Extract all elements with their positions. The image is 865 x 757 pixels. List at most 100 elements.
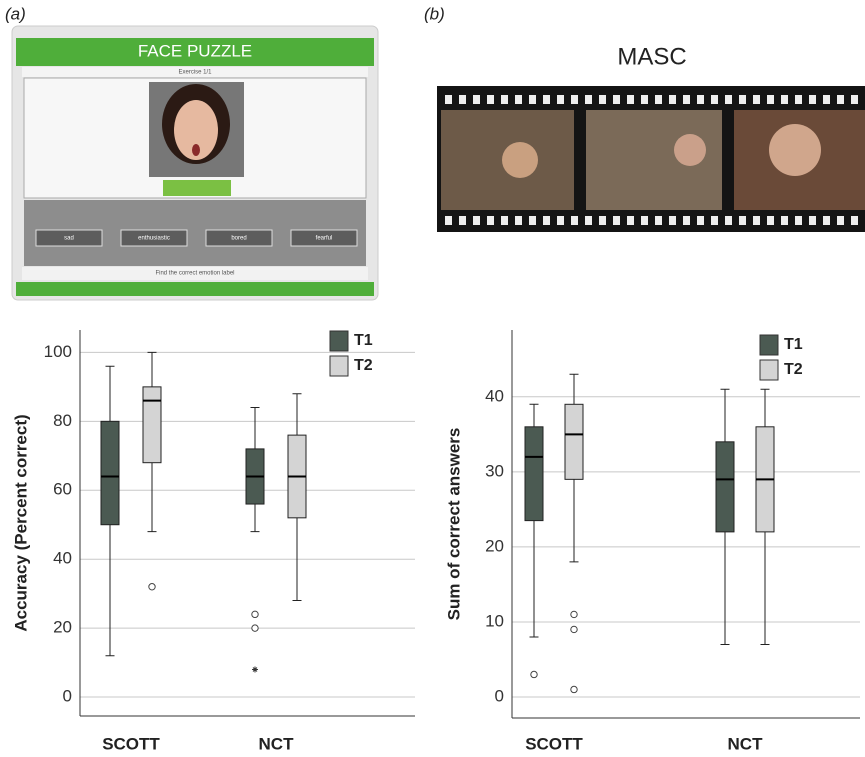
legend-swatch bbox=[760, 335, 778, 355]
y-tick-label: 30 bbox=[485, 461, 504, 480]
app-footer bbox=[16, 282, 374, 296]
y-tick-label: 10 bbox=[485, 611, 504, 630]
film-hole bbox=[795, 216, 802, 225]
option-label: bored bbox=[231, 236, 246, 242]
film-hole bbox=[725, 95, 732, 104]
outlier bbox=[531, 671, 537, 677]
y-axis-label: Sum of correct answers bbox=[444, 428, 463, 621]
y-tick-label: 20 bbox=[53, 618, 72, 637]
y-tick-label: 100 bbox=[44, 342, 72, 361]
figure: (a) (b) FACE PUZZLE Exercise 1/1 sad enth… bbox=[0, 0, 865, 757]
outlier bbox=[571, 686, 577, 692]
film-figure bbox=[674, 134, 706, 166]
film-hole bbox=[515, 95, 522, 104]
whisker bbox=[570, 374, 579, 404]
film-hole bbox=[487, 95, 494, 104]
legend-label: T1 bbox=[784, 336, 803, 353]
outlier bbox=[252, 611, 258, 617]
film-hole bbox=[473, 95, 480, 104]
panel-label: (a) bbox=[5, 4, 26, 23]
mouth bbox=[192, 144, 200, 156]
film-hole bbox=[473, 216, 480, 225]
outlier bbox=[571, 626, 577, 632]
panel-label: (b) bbox=[424, 4, 445, 23]
film-hole bbox=[599, 95, 606, 104]
box bbox=[716, 442, 734, 532]
film-hole bbox=[557, 216, 564, 225]
film-hole bbox=[781, 216, 788, 225]
exercise-label: Exercise 1/1 bbox=[178, 70, 212, 76]
film-hole bbox=[585, 216, 592, 225]
film-hole bbox=[515, 216, 522, 225]
y-axis-label: Accuracy (Percent correct) bbox=[11, 414, 30, 631]
film-strip bbox=[437, 86, 865, 232]
film-hole bbox=[809, 95, 816, 104]
option-label: enthusiastic bbox=[138, 236, 170, 242]
film-hole bbox=[697, 95, 704, 104]
film-hole bbox=[445, 216, 452, 225]
whisker bbox=[721, 532, 730, 645]
film-hole bbox=[781, 95, 788, 104]
y-tick-label: 60 bbox=[53, 480, 72, 499]
film-hole bbox=[641, 216, 648, 225]
film-hole bbox=[683, 216, 690, 225]
x-tick-label: SCOTT bbox=[525, 734, 583, 753]
box bbox=[525, 427, 543, 521]
film-hole bbox=[543, 216, 550, 225]
film-hole bbox=[711, 95, 718, 104]
whisker bbox=[148, 463, 157, 532]
whisker bbox=[761, 389, 770, 427]
film-hole bbox=[767, 216, 774, 225]
whisker bbox=[106, 366, 115, 421]
y-tick-label: 40 bbox=[53, 549, 72, 568]
film-figure bbox=[502, 142, 538, 178]
whisker bbox=[570, 479, 579, 562]
y-tick-label: 20 bbox=[485, 536, 504, 555]
y-tick-label: 40 bbox=[485, 386, 504, 405]
y-tick-label: 0 bbox=[63, 687, 72, 706]
box bbox=[565, 404, 583, 479]
film-hole bbox=[739, 95, 746, 104]
film-hole bbox=[585, 95, 592, 104]
film-hole bbox=[851, 216, 858, 225]
film-hole bbox=[655, 216, 662, 225]
whisker bbox=[530, 404, 539, 427]
film-hole bbox=[543, 95, 550, 104]
x-tick-label: SCOTT bbox=[102, 734, 160, 753]
film-hole bbox=[837, 95, 844, 104]
film-hole bbox=[837, 216, 844, 225]
app-title: FACE PUZZLE bbox=[138, 41, 252, 60]
outlier bbox=[252, 625, 258, 631]
whisker bbox=[530, 521, 539, 637]
film-hole bbox=[823, 95, 830, 104]
film-hole bbox=[613, 95, 620, 104]
film-hole bbox=[571, 216, 578, 225]
x-tick-label: NCT bbox=[259, 734, 295, 753]
box bbox=[101, 421, 119, 524]
film-hole bbox=[487, 216, 494, 225]
film-hole bbox=[739, 216, 746, 225]
whisker bbox=[251, 408, 260, 449]
film-hole bbox=[851, 95, 858, 104]
film-hole bbox=[669, 216, 676, 225]
outlier bbox=[149, 584, 155, 590]
film-hole bbox=[459, 216, 466, 225]
y-tick-label: 80 bbox=[53, 411, 72, 430]
film-hole bbox=[599, 216, 606, 225]
film-hole bbox=[753, 95, 760, 104]
whisker bbox=[148, 352, 157, 386]
film-hole bbox=[795, 95, 802, 104]
box bbox=[143, 387, 161, 463]
film-hole bbox=[501, 95, 508, 104]
legend-label: T2 bbox=[354, 357, 373, 374]
film-hole bbox=[557, 95, 564, 104]
whisker bbox=[761, 532, 770, 645]
film-hole bbox=[529, 95, 536, 104]
film-hole bbox=[529, 216, 536, 225]
film-hole bbox=[683, 95, 690, 104]
y-tick-label: 0 bbox=[495, 686, 504, 705]
option-label: sad bbox=[64, 236, 74, 242]
film-hole bbox=[501, 216, 508, 225]
legend-label: T2 bbox=[784, 361, 803, 378]
film-hole bbox=[809, 216, 816, 225]
